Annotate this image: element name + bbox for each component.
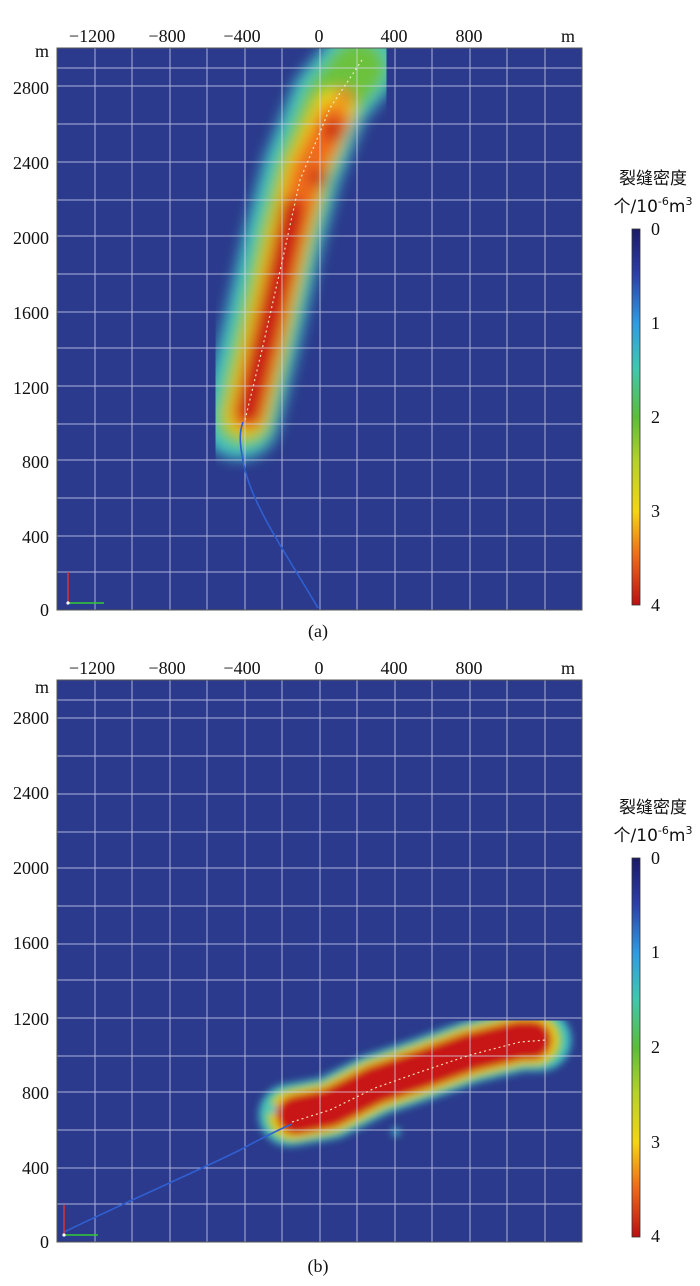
panel-b-grid [57, 680, 582, 1242]
colorbar-a-tick: 3 [651, 501, 660, 521]
panel-a-fracture-axis [244, 59, 363, 421]
panel-a-grid [57, 48, 582, 610]
panel-b-x-unit: m [561, 658, 575, 678]
colorbar-a-tick: 0 [651, 219, 660, 239]
panel-a-well-path [239, 421, 319, 609]
panel-a: −1200 −800 −400 0 400 800 m m 2800 2400 … [13, 26, 692, 642]
colorbar-a-title-line2: 个/10-6m3 [614, 195, 693, 217]
panel-b-y-ticks: m 2800 2400 2000 1600 1200 800 400 0 [13, 677, 49, 1252]
panel-b-ytick: 2000 [13, 858, 49, 878]
panel-b-ytick: 1600 [13, 933, 49, 953]
colorbar-b-tick: 3 [651, 1132, 660, 1152]
panel-a-colorbar: 裂缝密度 个/10-6m3 0 1 2 3 4 [614, 169, 693, 615]
panel-a-ytick: 2800 [13, 78, 49, 98]
panel-b-ytick: 2400 [13, 783, 49, 803]
panel-a-hotspot-3 [337, 88, 353, 104]
colorbar-b-tick: 4 [651, 1226, 660, 1246]
panel-a-xtick: 0 [315, 26, 324, 46]
panel-a-caption: (a) [308, 621, 328, 642]
panel-a-xtick: 400 [381, 26, 408, 46]
panel-b-colorbar: 裂缝密度 个/10-6m3 0 1 2 3 4 [614, 798, 693, 1246]
panel-b-isolated-spot [267, 1104, 277, 1114]
panel-b-xtick: 800 [456, 658, 483, 678]
panel-a-ytick: 2000 [13, 228, 49, 248]
panel-a-xtick: −800 [148, 26, 185, 46]
colorbar-b-tick: 2 [651, 1037, 660, 1057]
panel-b-xtick: −400 [223, 658, 260, 678]
panel-b-xtick: 0 [315, 658, 324, 678]
panel-b-ytick: 2800 [13, 708, 49, 728]
colorbar-b-tick: 0 [651, 848, 660, 868]
panel-b-xtick: −1200 [69, 658, 115, 678]
colorbar-b-title-line2: 个/10-6m3 [614, 824, 693, 846]
panel-b-well-path [63, 1123, 293, 1233]
panel-a-xtick: 800 [456, 26, 483, 46]
colorbar-b-gradient [631, 857, 641, 1238]
colorbar-a-tick: 1 [651, 313, 660, 333]
panel-a-ytick: 400 [22, 527, 49, 547]
panel-a-ytick: 1200 [13, 378, 49, 398]
panel-a-ytick: 0 [40, 600, 49, 620]
panel-b-x-ticks: −1200 −800 −400 0 400 800 m [69, 658, 575, 678]
panel-b-caption: (b) [308, 1256, 329, 1277]
panel-b-isolated-spot [392, 1128, 400, 1136]
panel-a-hotspot-1 [309, 169, 327, 187]
panel-a-ytick: 2400 [13, 153, 49, 173]
colorbar-a-tick: 2 [651, 407, 660, 427]
panel-a-y-unit: m [35, 41, 49, 61]
panel-a-xtick: −1200 [69, 26, 115, 46]
colorbar-a-tick: 4 [651, 595, 660, 615]
panel-b-core-red [276, 1020, 552, 1135]
panel-b-xtick: 400 [381, 658, 408, 678]
panel-a-hotspot-2 [323, 120, 343, 140]
panel-b-y-unit: m [35, 677, 49, 697]
panel-b-ytick: 1200 [13, 1009, 49, 1029]
colorbar-a-title-line1: 裂缝密度 [619, 169, 687, 189]
panel-b-axis-triad [62, 1205, 98, 1237]
panel-a-x-ticks: −1200 −800 −400 0 400 800 m [69, 26, 575, 46]
panel-b-ytick: 0 [40, 1232, 49, 1252]
panel-a-y-ticks: m 2800 2400 2000 1600 1200 800 400 0 [13, 41, 49, 620]
panel-a-ytick: 1600 [13, 303, 49, 323]
colorbar-b-tick: 1 [651, 942, 660, 962]
panel-a-x-unit: m [561, 26, 575, 46]
panel-b: −1200 −800 −400 0 400 800 m m 2800 2400 … [13, 658, 692, 1277]
panel-b-ytick: 800 [22, 1083, 49, 1103]
panel-a-axis-triad [66, 572, 104, 605]
colorbar-a-gradient [631, 228, 641, 606]
panel-b-fracture-zone [259, 1009, 571, 1146]
colorbar-b-title-line1: 裂缝密度 [619, 798, 687, 818]
panel-b-xtick: −800 [148, 658, 185, 678]
panel-a-ytick: 800 [22, 452, 49, 472]
panel-b-ytick: 400 [22, 1158, 49, 1178]
panel-a-xtick: −400 [223, 26, 260, 46]
